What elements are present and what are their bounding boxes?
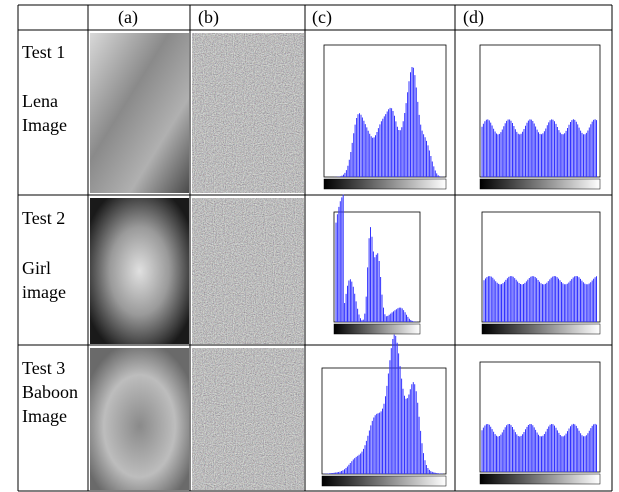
baboon-image bbox=[90, 348, 189, 490]
colorbar bbox=[480, 474, 600, 484]
test-label: Test 2 bbox=[22, 206, 84, 230]
colorbar bbox=[482, 324, 600, 334]
image-name: Girl image bbox=[22, 256, 84, 304]
test-label: Test 1 bbox=[22, 40, 84, 64]
colorbar bbox=[324, 179, 446, 189]
column-header: (a) bbox=[118, 5, 138, 29]
image-name: Lena Image bbox=[22, 89, 84, 137]
test-label: Test 3 bbox=[22, 356, 84, 380]
encrypted-image bbox=[192, 33, 304, 193]
column-header: (d) bbox=[463, 5, 484, 29]
column-header: (b) bbox=[198, 5, 219, 29]
histogram-frame bbox=[334, 212, 420, 322]
colorbar bbox=[322, 476, 446, 486]
encrypted-image bbox=[192, 198, 304, 344]
girl-image bbox=[90, 198, 189, 344]
colorbar bbox=[480, 179, 600, 189]
page: (a) (b) (c) (d) Test 1 Lena Image Test 2… bbox=[0, 0, 619, 492]
colorbar bbox=[334, 324, 420, 334]
lena-image bbox=[90, 33, 189, 193]
figure-table bbox=[0, 0, 619, 492]
encrypted-image bbox=[192, 348, 304, 490]
column-header: (c) bbox=[312, 5, 332, 29]
image-name: Baboon Image bbox=[22, 380, 84, 428]
